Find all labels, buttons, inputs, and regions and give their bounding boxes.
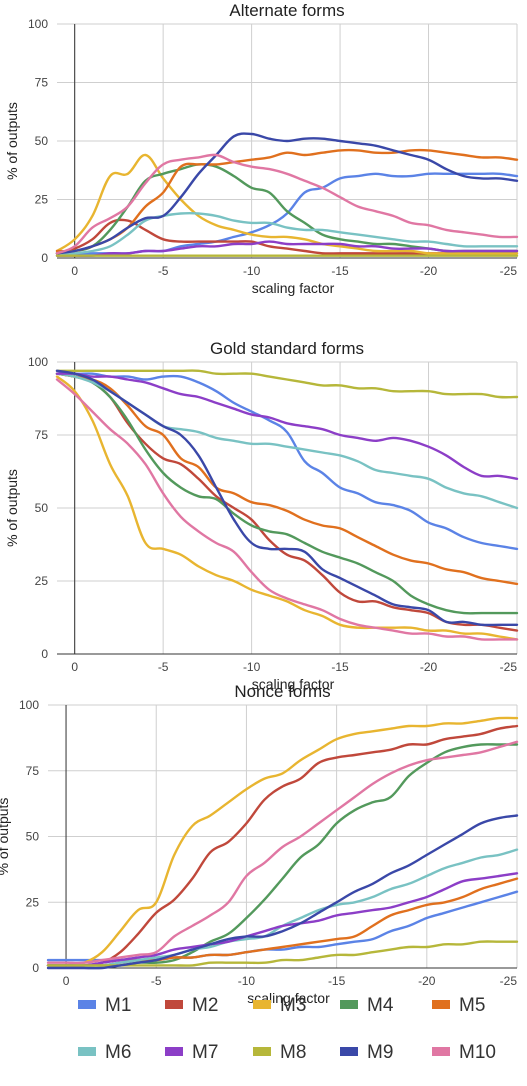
x-tick-label: -15 (331, 660, 349, 674)
y-tick-label: 0 (41, 251, 48, 265)
legend-label-m7: M7 (192, 1042, 218, 1063)
series-line-m1 (55, 172, 519, 255)
series-line-m9 (55, 132, 519, 255)
legend-swatch-m5 (432, 1000, 450, 1009)
series-line-m3 (55, 153, 519, 255)
x-tick-label: -15 (331, 264, 349, 278)
legend-swatch-m2 (165, 1000, 183, 1009)
legend-label-m3: M3 (280, 995, 306, 1016)
x-axis-label: scaling factor (252, 280, 335, 296)
legend-swatch-m6 (78, 1047, 96, 1056)
legend-label-m4: M4 (367, 995, 394, 1016)
y-tick-label: 25 (26, 895, 40, 909)
legend-label-m5: M5 (459, 995, 485, 1016)
x-tick-label: -25 (500, 660, 518, 674)
series-line-m9 (46, 814, 519, 970)
y-tick-label: 50 (35, 134, 49, 148)
series-line-m2 (55, 372, 519, 632)
series-line-m10 (46, 740, 519, 965)
legend-label-m10: M10 (459, 1042, 496, 1063)
series-line-m7 (55, 372, 519, 480)
y-tick-label: 0 (41, 647, 48, 661)
y-axis-label: % of outputs (4, 102, 20, 180)
chart-title: Gold standard forms (210, 339, 364, 358)
legend-swatch-m4 (340, 1000, 358, 1009)
x-axis-label: scaling factor (252, 676, 335, 692)
x-tick-label: -10 (243, 264, 261, 278)
legend: M1 M2 M3 M4 M5 M6 M7 M8 M9 M10 (78, 995, 496, 1063)
x-tick-label: 0 (63, 974, 70, 988)
series-line-m1 (55, 369, 519, 551)
y-axis-label: % of outputs (4, 469, 20, 547)
series-line-m10 (55, 378, 519, 641)
series-line-m2 (46, 724, 519, 967)
legend-label-m1: M1 (105, 995, 131, 1016)
legend-swatch-m10 (432, 1047, 450, 1056)
y-tick-label: 50 (26, 830, 40, 844)
y-tick-label: 100 (28, 17, 48, 31)
x-tick-label: -5 (158, 660, 169, 674)
y-tick-label: 75 (35, 76, 49, 90)
x-tick-label: -25 (500, 974, 518, 988)
y-tick-label: 25 (35, 193, 49, 207)
x-tick-label: -15 (328, 974, 346, 988)
y-tick-label: 75 (35, 428, 49, 442)
x-tick-label: -10 (238, 974, 256, 988)
legend-label-m6: M6 (105, 1042, 131, 1063)
legend-label-m2: M2 (192, 995, 218, 1016)
series-line-m8 (55, 369, 519, 399)
chart-title: Nonce forms (234, 682, 330, 701)
x-tick-label: -25 (500, 264, 518, 278)
y-tick-label: 50 (35, 501, 49, 515)
y-tick-label: 75 (26, 764, 40, 778)
series-line-m9 (55, 369, 519, 627)
y-tick-label: 0 (32, 961, 39, 975)
y-axis-label: % of outputs (0, 798, 11, 876)
series-line-m5 (55, 372, 519, 586)
chart-panel-2: Gold standard forms 0 25 50 75 100 0 -5 -10 -15 -2… (4, 339, 519, 692)
x-tick-label: 0 (71, 660, 78, 674)
x-tick-label: -5 (151, 974, 162, 988)
series-line-m3 (55, 375, 519, 641)
x-tick-label: -20 (420, 660, 438, 674)
chart-panel-1: Alternate forms 0 25 50 75 100 0 -5 -10 -15 -20 -25… (4, 1, 519, 296)
series-line-m4 (55, 372, 519, 615)
legend-label-m8: M8 (280, 1042, 306, 1063)
series-line-m7 (46, 872, 519, 967)
legend-swatch-m9 (340, 1047, 358, 1056)
y-tick-label: 100 (19, 698, 39, 712)
series-line-m7 (55, 240, 519, 258)
y-tick-label: 25 (35, 574, 49, 588)
x-tick-label: -20 (420, 264, 438, 278)
legend-swatch-m1 (78, 1000, 96, 1009)
legend-swatch-m8 (253, 1047, 271, 1056)
x-tick-label: -10 (243, 660, 261, 674)
series-line-m10 (55, 153, 519, 255)
series-line-m6 (55, 212, 519, 257)
x-tick-label: -5 (158, 264, 169, 278)
legend-swatch-m7 (165, 1047, 183, 1056)
legend-swatch-m3 (253, 1000, 271, 1009)
x-tick-label: 0 (71, 264, 78, 278)
chart-title: Alternate forms (229, 1, 344, 20)
legend-label-m9: M9 (367, 1042, 393, 1063)
y-tick-label: 100 (28, 355, 48, 369)
series-line-m5 (55, 148, 519, 253)
x-tick-label: -20 (418, 974, 436, 988)
series-line-m3 (46, 716, 519, 967)
